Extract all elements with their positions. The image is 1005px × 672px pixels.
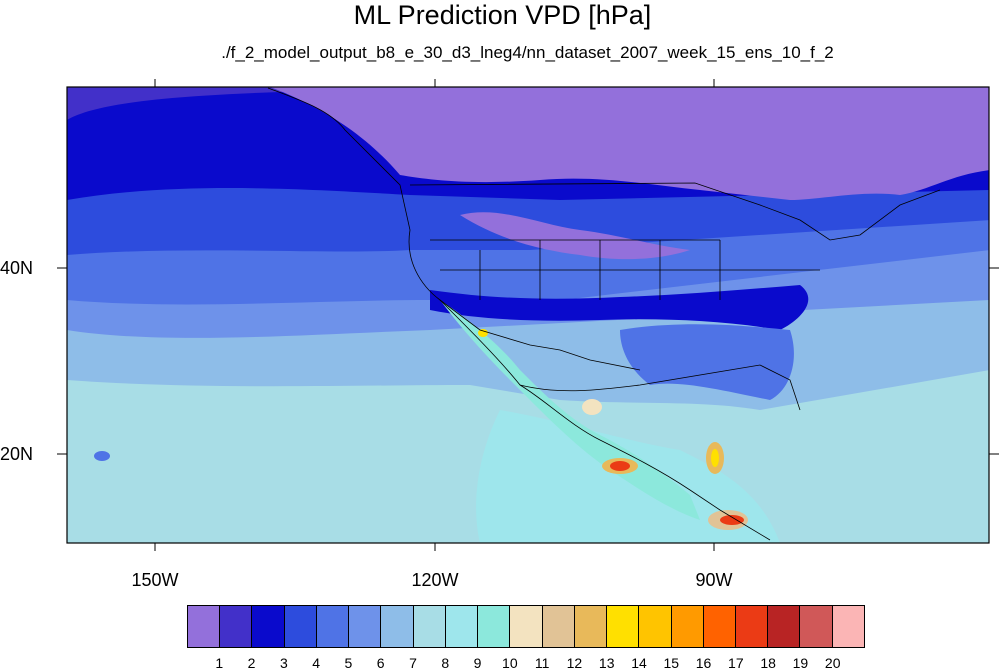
colorbar-swatch	[381, 606, 414, 647]
colorbar-swatch	[542, 606, 575, 647]
lon-label-150w: 150W	[131, 570, 179, 590]
colorbar-swatch	[574, 606, 608, 647]
colorbar-swatch	[284, 606, 317, 647]
map-ticks	[57, 79, 999, 551]
colorbar-label: 3	[279, 655, 288, 671]
lat-label-40n: 40N	[0, 258, 34, 278]
colorbar-label: 13	[598, 655, 615, 671]
colorbar-label: 18	[760, 655, 776, 671]
colorbar-label: 20	[824, 655, 841, 671]
lon-label-90w: 90W	[695, 570, 733, 590]
colorbar-label: 15	[663, 655, 680, 671]
colorbar-labels: 1 2 3 4 5 6 7 8 9 10 11 12 13 14 15 16 17 18 19 20	[187, 655, 865, 671]
colorbar-label: 6	[376, 655, 385, 671]
colorbar-swatch	[252, 606, 285, 647]
colorbar-swatch	[768, 606, 801, 647]
coastline-outline	[267, 87, 941, 541]
colorbar-label: 16	[695, 655, 712, 671]
vpd-region-hotspot-guatemala-core	[711, 449, 719, 467]
colorbar-swatch	[445, 606, 479, 647]
colorbar-swatch	[703, 606, 736, 647]
vpd-region-band-2-interior	[430, 285, 809, 330]
colorbar-swatch	[413, 606, 446, 647]
vpd-region-lowest	[270, 87, 989, 200]
vpd-region-hotspot-honduras-core	[720, 515, 744, 525]
map-frame	[66, 86, 990, 544]
vpd-region-band-1	[67, 87, 989, 120]
lat-label-20n: 20N	[0, 444, 34, 464]
colorbar-label: 2	[247, 655, 256, 671]
vpd-region-hotspot-guerrero-core	[610, 461, 630, 471]
colorbar-swatch	[800, 606, 833, 647]
colorbar-swatch	[735, 606, 769, 647]
colorbar-label: 1	[215, 655, 224, 671]
colorbar-swatch	[671, 606, 704, 647]
colorbar-label: 14	[631, 655, 647, 671]
vpd-map	[57, 79, 999, 551]
colorbar-swatch	[478, 606, 511, 647]
colorbar-swatch	[639, 606, 672, 647]
colorbar-label: 19	[792, 655, 809, 671]
colorbar-label: 17	[728, 655, 744, 671]
colorbar-swatch	[316, 606, 350, 647]
colorbar-label: 7	[409, 655, 417, 671]
map-subtitle: ./f_2_model_output_b8_e_30_d3_lneg4/nn_d…	[221, 43, 834, 62]
colorbar-swatch	[510, 606, 543, 647]
colorbar-label: 8	[441, 655, 450, 671]
colorbar-swatch	[607, 606, 640, 647]
colorbar-swatch	[832, 606, 864, 647]
vpd-region-lowest-interior	[460, 212, 690, 260]
colorbar-label: 12	[566, 655, 583, 671]
colorbar-label: 10	[502, 655, 518, 671]
map-title: ML Prediction VPD [hPa]	[353, 0, 652, 30]
vpd-region-hotspot-baja	[478, 329, 488, 337]
colorbar-swatch	[220, 606, 253, 647]
colorbar	[187, 605, 865, 648]
colorbar-label: 11	[534, 655, 550, 671]
vpd-region-hotspot-11	[582, 399, 602, 415]
colorbar-label: 9	[473, 655, 482, 671]
vpd-region-hawaii	[94, 451, 110, 461]
colorbar-label: 5	[344, 655, 353, 671]
colorbar-swatch	[349, 606, 382, 647]
lon-label-120w: 120W	[411, 570, 459, 590]
colorbar-swatch	[188, 606, 221, 647]
colorbar-label: 4	[312, 655, 321, 671]
